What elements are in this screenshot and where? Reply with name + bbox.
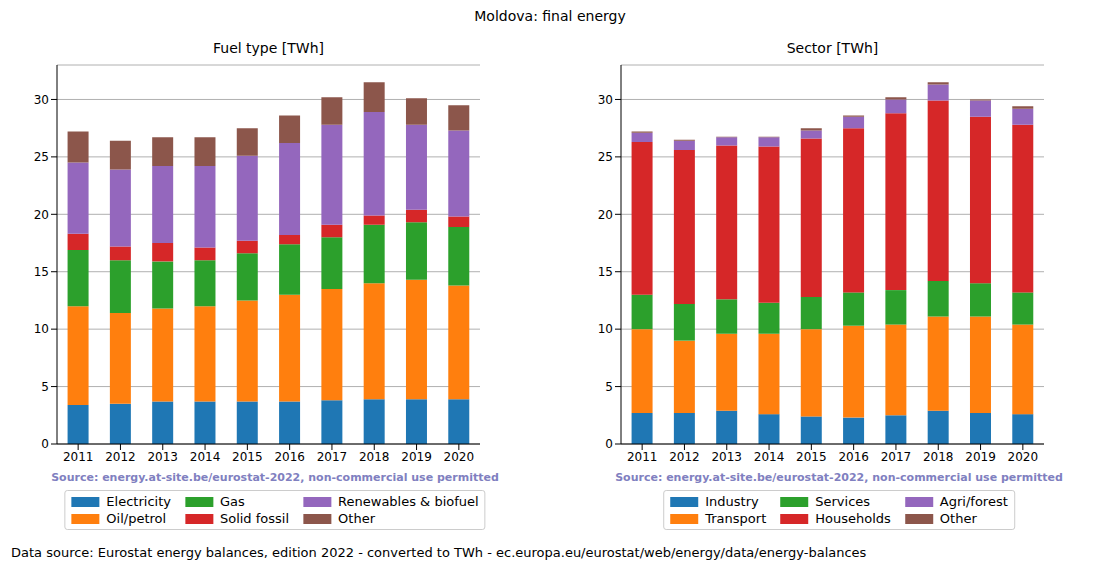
- svg-text:10: 10: [34, 322, 49, 336]
- svg-text:2013: 2013: [147, 450, 178, 464]
- svg-text:25: 25: [598, 150, 613, 164]
- html-text:Fuel type [TWh]: Fuel type [TWh]: [213, 40, 324, 56]
- svg-text:30: 30: [598, 93, 613, 107]
- svg-text:2016: 2016: [274, 450, 305, 464]
- svg-text:2017: 2017: [881, 450, 912, 464]
- svg-text:15: 15: [34, 265, 49, 279]
- svg-text:2019: 2019: [965, 450, 996, 464]
- html-text:Data source: Eurostat energy b: Data source: Eurostat energy balances, e…: [11, 545, 867, 560]
- html-text:Source: energy.at-site.be/euro: Source: energy.at-site.be/eurostat-2022,…: [51, 471, 499, 484]
- html-text:Electricity: Electricity: [106, 494, 171, 509]
- html-text:Renewables & biofuel: Renewables & biofuel: [338, 494, 479, 509]
- svg-text:2015: 2015: [232, 450, 263, 464]
- svg-text:0: 0: [605, 437, 613, 451]
- html-text:Households: Households: [815, 511, 891, 526]
- svg-text:2018: 2018: [359, 450, 390, 464]
- svg-text:2019: 2019: [401, 450, 432, 464]
- html-text:Agri/forest: Agri/forest: [939, 494, 1008, 509]
- svg-text:10: 10: [598, 322, 613, 336]
- html-text:Source: energy.at-site.be/euro: Source: energy.at-site.be/eurostat-2022,…: [615, 471, 1063, 484]
- svg-text:30: 30: [34, 93, 49, 107]
- svg-text:5: 5: [605, 380, 613, 394]
- svg-text:25: 25: [34, 150, 49, 164]
- html-text:Oil/petrol: Oil/petrol: [106, 511, 167, 526]
- html-text:Sector [TWh]: Sector [TWh]: [786, 40, 879, 56]
- svg-text:2013: 2013: [711, 450, 742, 464]
- svg-text:2012: 2012: [105, 450, 136, 464]
- svg-text:2015: 2015: [796, 450, 827, 464]
- svg-text:2011: 2011: [627, 450, 658, 464]
- svg-text:15: 15: [598, 265, 613, 279]
- svg-text:2020: 2020: [1008, 450, 1039, 464]
- svg-text:2011: 2011: [63, 450, 94, 464]
- svg-text:2014: 2014: [754, 450, 785, 464]
- html-text:Transport: Transport: [705, 511, 767, 526]
- html-text:Other: Other: [939, 511, 977, 526]
- svg-text:20: 20: [598, 208, 613, 222]
- svg-text:0: 0: [41, 437, 49, 451]
- svg-text:2020: 2020: [444, 450, 475, 464]
- svg-text:5: 5: [41, 380, 49, 394]
- svg-text:2016: 2016: [838, 450, 869, 464]
- svg-text:2018: 2018: [923, 450, 954, 464]
- svg-text:2012: 2012: [669, 450, 700, 464]
- svg-text:20: 20: [34, 208, 49, 222]
- html-text:Moldova: final energy: Moldova: final energy: [474, 8, 626, 24]
- html-text:Industry: Industry: [705, 494, 759, 509]
- html-text:Gas: Gas: [219, 494, 245, 509]
- html-text:Solid fossil: Solid fossil: [219, 511, 290, 526]
- html-text:Other: Other: [338, 511, 375, 526]
- svg-text:2017: 2017: [317, 450, 348, 464]
- html-text:Services: Services: [815, 494, 871, 509]
- svg-text:2014: 2014: [190, 450, 221, 464]
